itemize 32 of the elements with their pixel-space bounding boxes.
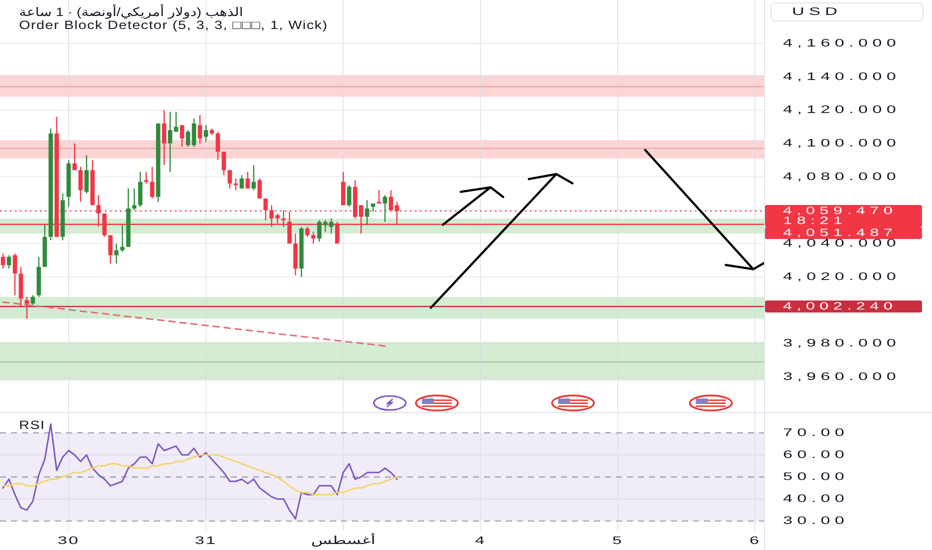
price-label: 4,002.240 bbox=[765, 300, 922, 313]
text: RSI bbox=[19, 418, 46, 432]
y-tick-label: 30.00 bbox=[783, 514, 849, 528]
x-tick-label: 4 bbox=[474, 534, 486, 548]
y-tick-label: 4,120.000 bbox=[783, 104, 901, 116]
ref-line-label: 4,051.487 bbox=[783, 226, 898, 238]
y-tick-label: 70.00 bbox=[783, 426, 849, 439]
y-tick-label: 4,040.000 bbox=[783, 237, 901, 250]
y-tick-label: 4,100.000 bbox=[783, 137, 901, 150]
text: Order Block Detector (5, 3, 3, □□□, 1, Wick) bbox=[19, 18, 328, 32]
text: الذهب (دولار أمريكي/أونصة) · 1 ساعة bbox=[19, 3, 244, 20]
y-tick-label: 4,160.000 bbox=[783, 37, 901, 50]
line-series bbox=[2, 454, 398, 496]
ref-line-label: 4,059.470 18:21 bbox=[783, 204, 898, 226]
y-axis-title: USD bbox=[792, 6, 842, 18]
x-tick-label: 6 bbox=[750, 534, 761, 548]
y-tick-label: 3,980.000 bbox=[783, 337, 901, 350]
x-tick-label: 31 bbox=[194, 534, 217, 548]
y-tick-label: 40.00 bbox=[783, 492, 849, 506]
y-tick-label: 4,020.000 bbox=[783, 270, 901, 284]
x-tick-label: 5 bbox=[612, 534, 624, 548]
y-tick-label: 60.00 bbox=[783, 448, 849, 462]
y-tick-label: 4,080.000 bbox=[783, 170, 901, 183]
y-tick-label: 3,960.000 bbox=[783, 370, 901, 384]
line-series bbox=[2, 301, 386, 347]
x-tick-label: أغسطس bbox=[310, 532, 376, 548]
y-tick-label: 50.00 bbox=[783, 470, 849, 484]
y-tick-label: 4,140.000 bbox=[783, 70, 901, 83]
ref-line-label: 4,002.240 bbox=[783, 300, 898, 312]
x-tick-label: 30 bbox=[58, 534, 80, 548]
price-label: 4,051.487 bbox=[765, 226, 922, 240]
price-label: 4,059.470 18:21 bbox=[765, 204, 922, 228]
